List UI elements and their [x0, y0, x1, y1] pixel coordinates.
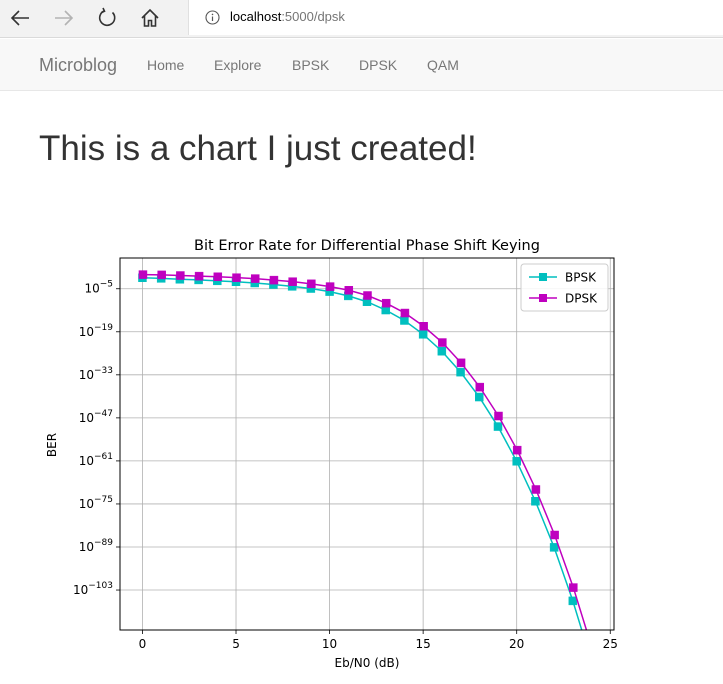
- y-tick-label: 10−33: [79, 366, 113, 382]
- nav-link-qam[interactable]: QAM: [427, 57, 459, 73]
- y-tick-label: 10−61: [79, 452, 113, 468]
- page-title: This is a chart I just created!: [39, 129, 477, 168]
- x-tick-label: 15: [415, 637, 430, 651]
- data-point: [550, 530, 559, 540]
- x-tick-label: 5: [232, 637, 240, 651]
- y-tick-label: 10−5: [84, 280, 113, 296]
- back-arrow-icon: [10, 10, 29, 26]
- y-axis-label: BER: [45, 433, 59, 457]
- data-point: [213, 272, 223, 282]
- forward-arrow-icon: [55, 10, 74, 26]
- data-point: [325, 282, 335, 291]
- info-icon[interactable]: [205, 10, 220, 25]
- nav-link-explore[interactable]: Explore: [214, 57, 262, 73]
- address-bar[interactable]: localhost:5000/dpsk: [188, 0, 723, 35]
- url-host: localhost: [230, 9, 282, 24]
- x-tick-label: 10: [322, 637, 337, 651]
- data-point: [138, 270, 148, 279]
- data-point: [344, 286, 354, 295]
- url-text[interactable]: localhost:5000/dpsk: [230, 9, 345, 24]
- series-line-bpsk: [142, 277, 583, 630]
- data-point: [493, 422, 503, 431]
- data-point: [494, 411, 503, 421]
- legend-label-bpsk: BPSK: [565, 271, 597, 285]
- series-dpsk: [138, 270, 588, 630]
- refresh-icon: [98, 7, 116, 27]
- home-button[interactable]: [134, 3, 166, 33]
- data-point: [307, 279, 316, 289]
- y-tick-label: 10−19: [79, 323, 114, 339]
- data-point: [438, 338, 447, 347]
- url-path: :5000/dpsk: [281, 9, 345, 24]
- grid-lines: [120, 258, 614, 630]
- legend-marker-dpsk: [539, 294, 547, 302]
- data-point: [250, 274, 260, 283]
- legend-label-dpsk: DPSK: [565, 292, 598, 306]
- data-point: [475, 392, 484, 402]
- data-point: [269, 275, 279, 285]
- nav-link-bpsk[interactable]: BPSK: [292, 57, 330, 73]
- data-point: [475, 382, 485, 392]
- data-point: [512, 445, 522, 455]
- x-tick-label: 25: [603, 637, 618, 651]
- y-tick-label: 10−103: [73, 581, 113, 597]
- series-layer: [138, 270, 588, 630]
- data-point: [288, 277, 297, 286]
- data-point: [232, 273, 241, 282]
- navbar-brand[interactable]: Microblog: [39, 55, 118, 75]
- home-icon: [141, 8, 159, 27]
- data-point: [194, 271, 204, 281]
- nav-link-dpsk[interactable]: DPSK: [359, 57, 398, 73]
- x-tick-label: 0: [139, 637, 147, 651]
- data-point: [363, 291, 372, 300]
- data-point: [456, 367, 465, 377]
- data-point: [456, 358, 466, 368]
- chart-legend: BPSK DPSK: [520, 263, 609, 312]
- data-point: [568, 596, 578, 606]
- chart-title: Bit Error Rate for Differential Phase Sh…: [194, 238, 540, 254]
- data-point: [437, 346, 447, 356]
- data-point: [381, 298, 391, 308]
- data-point: [569, 583, 578, 592]
- data-point: [176, 271, 185, 280]
- data-point: [531, 497, 540, 506]
- forward-button[interactable]: [48, 3, 80, 33]
- y-tick-label: 10−89: [79, 538, 114, 554]
- tick-layer: 0 5 10 15 20 25 10−5 10−19 10−33 10−47 10−61 10−75 1…: [73, 280, 618, 651]
- app-navbar: Microblog Home Explore BPSK DPSK QAM: [0, 39, 723, 91]
- data-point: [419, 322, 428, 331]
- y-tick-label: 10−47: [79, 409, 113, 425]
- nav-link-home[interactable]: Home: [147, 57, 185, 73]
- legend-marker-bpsk: [539, 273, 547, 281]
- x-axis-label: Eb/N0 (dB): [335, 656, 400, 670]
- refresh-button[interactable]: [91, 3, 123, 33]
- data-point: [400, 308, 410, 318]
- browser-toolbar: localhost:5000/dpsk: [0, 0, 723, 38]
- y-tick-label: 10−75: [79, 495, 113, 511]
- data-point: [400, 316, 409, 325]
- data-point: [512, 457, 521, 466]
- plot-frame: [119, 257, 615, 631]
- data-point: [157, 270, 166, 280]
- series-line-dpsk: [142, 273, 588, 630]
- data-point: [418, 330, 428, 339]
- data-point: [549, 543, 559, 552]
- data-point: [531, 485, 541, 494]
- back-button[interactable]: [4, 3, 36, 33]
- x-tick-label: 20: [509, 637, 524, 651]
